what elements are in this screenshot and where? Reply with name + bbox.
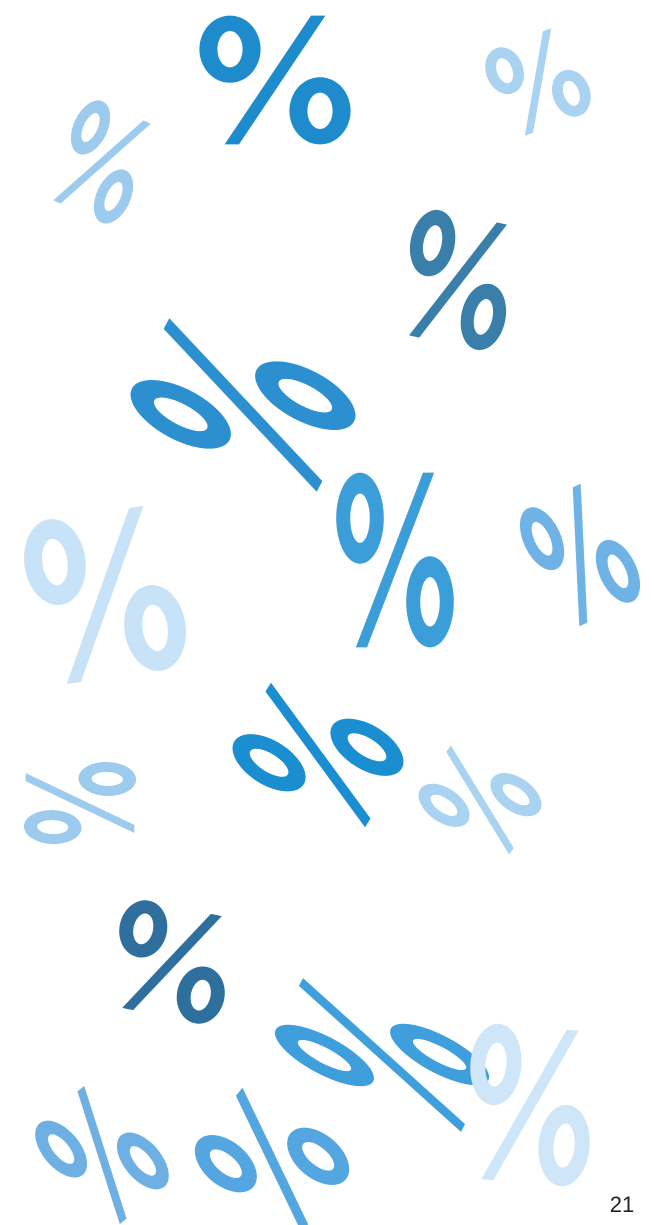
percent-sign [199, 15, 351, 145]
page-number: 21 [610, 1192, 634, 1217]
percent-sign [391, 205, 525, 355]
percent-sign [120, 299, 366, 511]
percent-sign [184, 1073, 360, 1225]
percent-sign [103, 895, 241, 1029]
percent-sign [410, 733, 550, 867]
percent-sign [336, 472, 454, 648]
percent-sign [266, 964, 498, 1146]
percent-sign [18, 502, 192, 688]
percent-sign [478, 22, 598, 142]
decoration [18, 15, 650, 1225]
percent-sign [222, 667, 414, 843]
percent-sign [25, 1075, 179, 1225]
percent-sign [460, 1021, 600, 1189]
percent-sign [23, 759, 137, 847]
percent-sign [510, 477, 650, 633]
percent-sign [40, 94, 164, 230]
